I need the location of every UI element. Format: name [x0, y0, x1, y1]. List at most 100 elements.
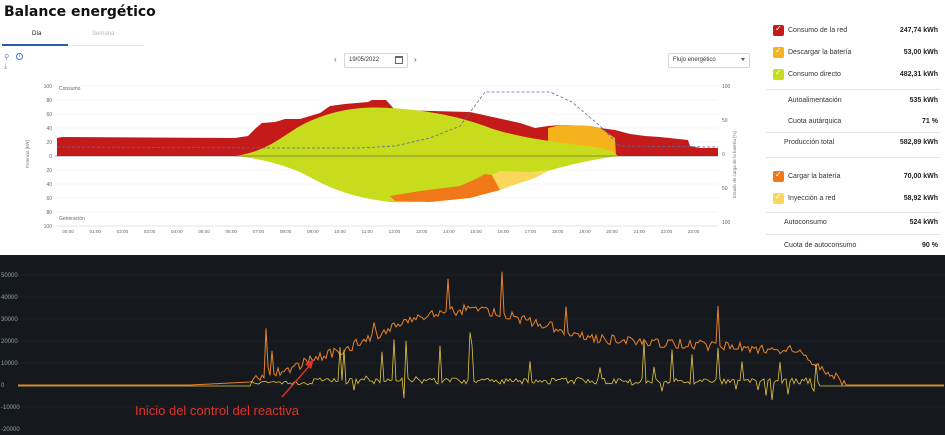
x-tick-label: 16:00 — [497, 229, 509, 234]
x-tick-label: 12:00 — [389, 229, 401, 234]
reactive-power-chart: 50000 40000 30000 20000 10000 0 -10000 -20000 I… — [0, 255, 945, 435]
x-tick-label: 07:00 — [253, 229, 265, 234]
x-tick-label: 22:00 — [661, 229, 673, 234]
left-tick-label: 100 — [44, 224, 53, 230]
x-tick-label: 10:00 — [334, 229, 346, 234]
x-tick-label: 23:00 — [688, 229, 700, 234]
dark-y-tick-labels: 50000 40000 30000 20000 10000 0 -10000 -20000 — [1, 273, 20, 433]
x-tick-label: 11:00 — [362, 229, 374, 234]
right-axis-label: Estado de carga de la batería [%] — [732, 131, 737, 198]
x-tick-label: 15:00 — [470, 229, 482, 234]
page-title: Balance energético — [4, 4, 156, 20]
right-tick-label: 50 — [722, 118, 728, 124]
annotation-text: Inicio del control del reactiva — [135, 403, 300, 418]
row-autoalimentacion: Autoalimentación 535 kWh — [788, 97, 938, 104]
x-tick-label: 06:00 — [225, 229, 237, 234]
dark-y-tick-label: 40000 — [1, 295, 18, 301]
date-picker[interactable]: 19/05/2022 — [344, 53, 408, 68]
chevron-down-icon — [741, 58, 745, 61]
x-tick-label: 20:00 — [606, 229, 618, 234]
row-consumo-red[interactable]: ✓ Consumo de la red 247,74 kWh — [773, 24, 938, 36]
x-tick-label: 03:00 — [144, 229, 156, 234]
left-tick-labels: 100 80 60 40 20 0 20 40 60 80 100 — [44, 84, 53, 230]
dark-y-tick-label: 20000 — [1, 339, 18, 345]
dark-y-tick-label: -20000 — [1, 427, 20, 433]
check-icon[interactable]: ✓ — [773, 170, 784, 182]
prev-date-button[interactable]: ‹ — [334, 55, 337, 64]
left-tick-label: 0 — [49, 154, 52, 160]
dark-grid — [18, 274, 945, 408]
dark-y-tick-label: -10000 — [1, 405, 20, 411]
tab-day[interactable]: Día — [32, 31, 42, 37]
x-tick-label: 01:00 — [89, 229, 101, 234]
divider — [766, 234, 940, 235]
x-tick-label: 17:00 — [525, 229, 537, 234]
x-tick-label: 05:00 — [198, 229, 210, 234]
dark-y-tick-label: 0 — [1, 383, 5, 389]
left-tick-label: 80 — [46, 98, 52, 104]
divider — [766, 212, 940, 213]
active-tab-indicator — [2, 44, 68, 46]
left-tick-label: 60 — [46, 196, 52, 202]
row-cargar-bateria[interactable]: ✓ Cargar la batería 70,00 kWh — [773, 170, 938, 182]
x-tick-label: 13:00 — [416, 229, 428, 234]
annotation-arrow — [281, 362, 313, 398]
row-cuota-autoconsumo: Cuota de autoconsumo 90 % — [784, 242, 938, 249]
x-tick-label: 08:00 — [280, 229, 292, 234]
label-consumo: Consumo — [59, 86, 81, 92]
check-icon[interactable]: ✓ — [773, 68, 784, 80]
row-produccion-total: Producción total 582,89 kWh — [784, 139, 938, 146]
divider — [766, 132, 940, 133]
x-tick-label: 09:00 — [307, 229, 319, 234]
check-icon[interactable]: ✓ — [773, 192, 784, 204]
left-tick-label: 80 — [46, 210, 52, 216]
row-descargar-bateria[interactable]: ✓ Descargar la batería 53,00 kWh — [773, 46, 938, 58]
left-axis-label: Potencia [kW] — [25, 140, 30, 168]
view-select[interactable]: Flujo energético — [668, 53, 750, 68]
right-tick-label: 100 — [722, 220, 731, 226]
row-inyeccion-red[interactable]: ✓ Inyección a red 58,92 kWh — [773, 192, 938, 204]
area-cargar-bateria — [390, 174, 500, 202]
divider — [766, 89, 940, 90]
right-tick-label: 100 — [722, 84, 731, 90]
divider — [766, 157, 940, 158]
right-tick-label: 50 — [722, 186, 728, 192]
check-icon[interactable]: ✓ — [773, 46, 784, 58]
dark-y-tick-label: 10000 — [1, 361, 18, 367]
zoom-icon[interactable]: ⚲ — [4, 54, 10, 61]
x-tick-label: 02:00 — [117, 229, 129, 234]
energy-balance-chart: Consumo Generación Potencia [kW] Estado … — [25, 84, 737, 234]
series-orange — [18, 271, 944, 387]
row-consumo-directo[interactable]: ✓ Consumo directo 482,31 kWh — [773, 68, 938, 80]
annotation-arrowhead — [305, 359, 314, 369]
x-tick-label: 00:00 — [62, 229, 74, 234]
info-icon[interactable]: i — [16, 53, 23, 60]
right-tick-labels: 100 50 0 50 100 — [722, 84, 731, 226]
label-generacion: Generación — [59, 216, 85, 222]
next-date-button[interactable]: › — [414, 55, 417, 64]
dark-y-tick-label: 50000 — [1, 273, 18, 279]
left-tick-label: 40 — [46, 182, 52, 188]
tab-week[interactable]: Semana — [92, 31, 115, 37]
left-tick-label: 100 — [44, 84, 53, 90]
calendar-icon[interactable] — [395, 56, 403, 64]
tab-bar: Día Semana — [2, 28, 144, 46]
left-tick-label: 40 — [46, 126, 52, 132]
series-yellow — [18, 332, 944, 401]
row-cuota-autarquica: Cuota autárquica 71 % — [788, 118, 938, 125]
check-icon[interactable]: ✓ — [773, 24, 784, 36]
x-tick-label: 18:00 — [552, 229, 564, 234]
battery-soc-line — [56, 91, 719, 149]
row-autoconsumo: Autoconsumo 524 kWh — [784, 219, 938, 226]
summary-panel: ✓ Consumo de la red 247,74 kWh ✓ Descarg… — [766, 18, 945, 254]
download-icon[interactable]: ⤓ — [4, 63, 8, 70]
x-tick-label: 19:00 — [579, 229, 591, 234]
x-tick-label: 21:00 — [633, 229, 645, 234]
x-tick-labels: 00:00 01:00 02:00 03:00 04:00 05:00 06:00 07:00… — [62, 229, 700, 234]
date-value: 19/05/2022 — [349, 57, 380, 63]
view-select-value: Flujo energético — [673, 57, 716, 63]
left-tick-label: 20 — [46, 168, 52, 174]
x-tick-label: 04:00 — [171, 229, 183, 234]
dark-y-tick-label: 30000 — [1, 317, 18, 323]
x-tick-label: 14:00 — [443, 229, 455, 234]
